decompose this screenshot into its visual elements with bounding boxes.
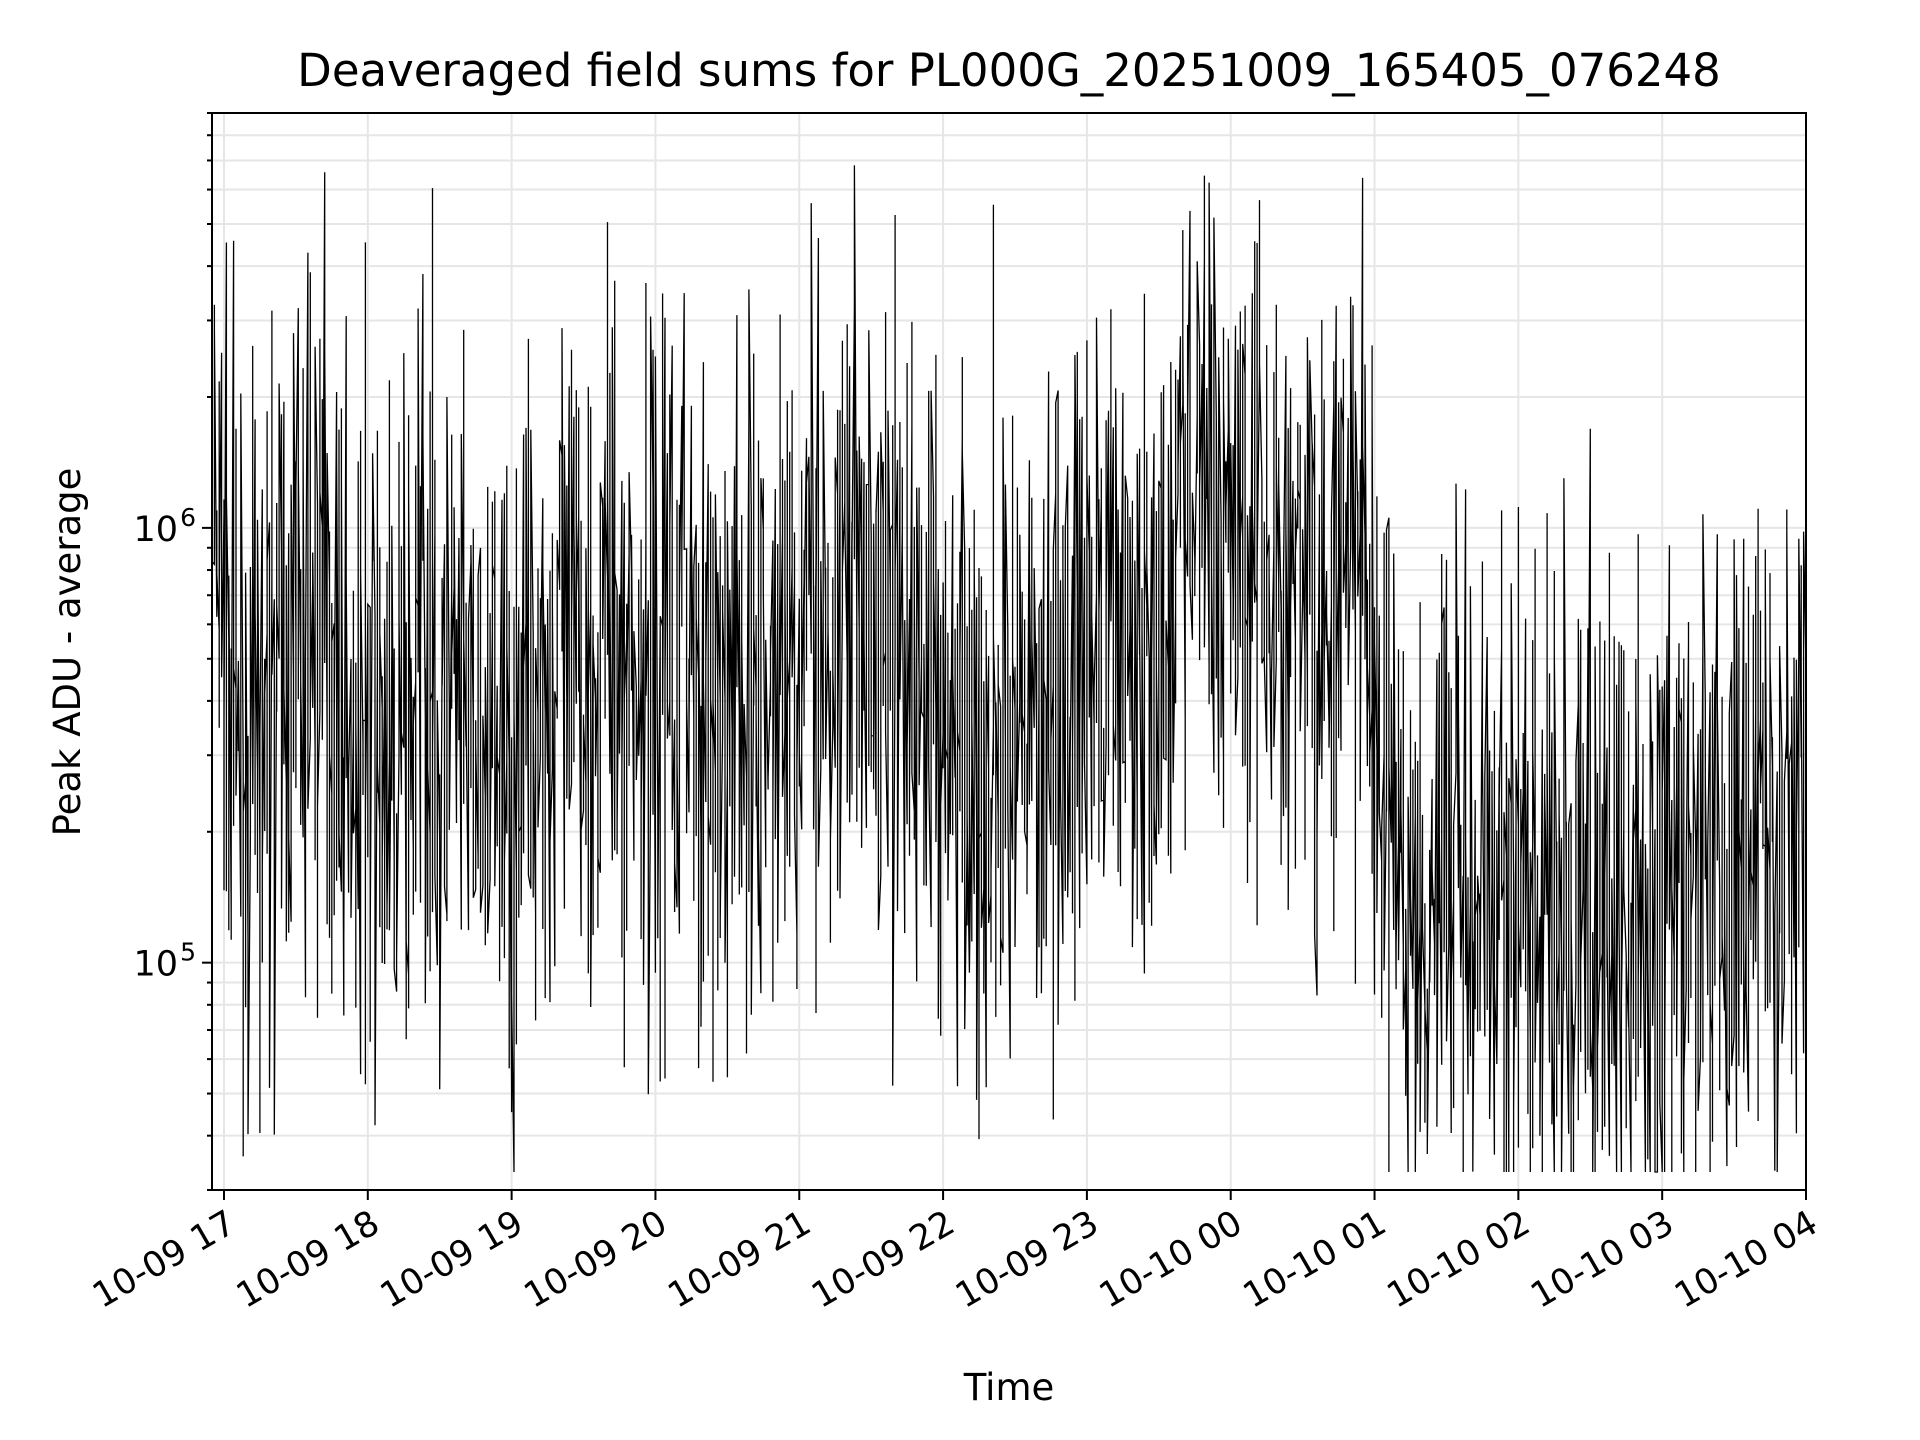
x-tick-label: 10-09 17 [86,1203,242,1316]
x-tick-label: 10-09 19 [374,1203,530,1316]
x-axis-label: Time [963,1366,1055,1409]
x-tick-label: 10-09 22 [805,1203,961,1316]
series-line [211,165,1807,1173]
x-tick-label: 10-09 18 [230,1203,386,1316]
x-tick-label: 10-09 23 [949,1203,1105,1316]
x-tick-label: 10-09 21 [661,1203,817,1316]
plot-frame [211,112,1807,1191]
x-tick-label: 10-10 00 [1093,1203,1249,1316]
x-tick-label: 10-10 02 [1381,1203,1537,1316]
y-tick-label: 10 [133,945,178,985]
y-tick-exponent: 5 [180,938,196,967]
x-tick-label: 10-10 04 [1668,1203,1824,1316]
y-tick-exponent: 6 [180,503,196,532]
y-axis-label: Peak ADU - average [46,468,89,837]
x-tick-label: 10-10 01 [1237,1203,1393,1316]
x-tick-label: 10-09 20 [518,1203,674,1316]
chart-title: Deaveraged field sums for PL000G_2025100… [297,44,1721,97]
x-tick-label: 10-10 03 [1524,1203,1680,1316]
y-tick-label: 10 [133,510,178,550]
series [211,165,1807,1173]
